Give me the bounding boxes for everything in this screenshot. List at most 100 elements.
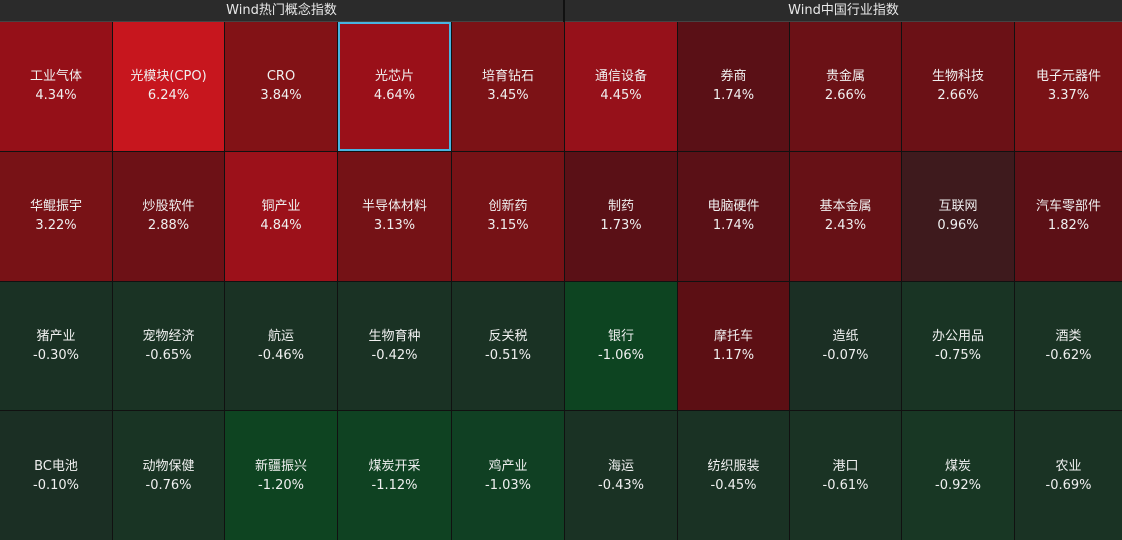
- tile-name: 工业气体: [29, 69, 82, 85]
- heatmap-tile[interactable]: 铜产业 4.84%: [225, 151, 337, 281]
- tile-change: -0.46%: [258, 347, 304, 363]
- tile-change: -0.61%: [822, 477, 869, 493]
- tile-change: -1.03%: [485, 477, 531, 493]
- heatmap-tile[interactable]: 贵金属 2.66%: [790, 22, 901, 151]
- heatmap-tile[interactable]: 光模块(CPO) 6.24%: [113, 22, 224, 151]
- heatmap-tile[interactable]: 纺织服装 -0.45%: [678, 411, 789, 540]
- tile-change: -0.07%: [822, 347, 869, 363]
- heatmap-tile[interactable]: 华鲲振宇 3.22%: [0, 151, 112, 281]
- heatmap-tile[interactable]: 反关税 -0.51%: [452, 281, 564, 411]
- tile-name: 电子元器件: [1035, 69, 1101, 85]
- tile-change: -0.69%: [1045, 477, 1092, 493]
- heatmap-tile[interactable]: 电子元器件 3.37%: [1015, 22, 1122, 151]
- concept-index-panel: Wind热门概念指数 工业气体 4.34% 光模块(CPO) 6.24% CRO 3.84…: [0, 0, 564, 540]
- tile-change: 4.84%: [260, 218, 302, 234]
- tile-name: 铜产业: [261, 199, 301, 215]
- heatmap-tile[interactable]: 办公用品 -0.75%: [902, 281, 1014, 411]
- tile-change: 3.22%: [35, 218, 77, 234]
- heatmap-tile[interactable]: 券商 1.74%: [678, 22, 789, 151]
- industry-index-panel: Wind中国行业指数 通信设备 4.45% 券商 1.74% 贵金属 2.66% 生物科技 2…: [565, 0, 1122, 540]
- tile-name: 农业: [1055, 458, 1082, 474]
- tile-name: 生物科技: [931, 69, 984, 85]
- industry-index-grid: 通信设备 4.45% 券商 1.74% 贵金属 2.66% 生物科技 2.66% 电子元器件 3.…: [565, 22, 1122, 540]
- tile-change: 3.15%: [487, 218, 529, 234]
- heatmap-tile[interactable]: 培育钻石 3.45%: [452, 22, 564, 151]
- tile-change: 1.73%: [600, 218, 642, 234]
- tile-change: -0.62%: [1045, 347, 1092, 363]
- tile-change: 4.34%: [35, 88, 77, 104]
- panel-title: Wind热门概念指数: [0, 0, 563, 22]
- heatmap-tile[interactable]: 互联网 0.96%: [902, 151, 1014, 281]
- tile-name: 培育钻石: [481, 69, 534, 85]
- tile-change: -0.30%: [33, 347, 79, 363]
- heatmap-tile[interactable]: 半导体材料 3.13%: [338, 151, 451, 281]
- tile-change: 6.24%: [147, 88, 190, 104]
- heatmap-tile[interactable]: 汽车零部件 1.82%: [1015, 151, 1122, 281]
- tile-change: -0.10%: [33, 477, 79, 493]
- heatmap-tile[interactable]: 光芯片 4.64%: [338, 22, 451, 151]
- heatmap-tile[interactable]: 通信设备 4.45%: [565, 22, 677, 151]
- tile-name: 汽车零部件: [1035, 199, 1101, 215]
- heatmap-tile[interactable]: BC电池 -0.10%: [0, 411, 112, 540]
- heatmap-tile[interactable]: 银行 -1.06%: [565, 281, 677, 411]
- tile-change: 4.45%: [600, 88, 642, 104]
- tile-change: -0.75%: [935, 347, 981, 363]
- heatmap-tile[interactable]: 煤炭开采 -1.12%: [338, 411, 451, 540]
- heatmap-tile[interactable]: 炒股软件 2.88%: [113, 151, 224, 281]
- heatmap-tile[interactable]: 工业气体 4.34%: [0, 22, 112, 151]
- heatmap-tile[interactable]: 造纸 -0.07%: [790, 281, 901, 411]
- tile-name: 港口: [832, 458, 859, 474]
- heatmap-tile[interactable]: 宠物经济 -0.65%: [113, 281, 224, 411]
- tile-name: 酒类: [1055, 328, 1082, 344]
- heatmap-tile[interactable]: 基本金属 2.43%: [790, 151, 901, 281]
- heatmap-tile[interactable]: 猪产业 -0.30%: [0, 281, 112, 411]
- tile-change: -0.92%: [935, 477, 981, 493]
- heatmap-tile[interactable]: 创新药 3.15%: [452, 151, 564, 281]
- tile-name: 鸡产业: [488, 458, 528, 474]
- panel-title: Wind中国行业指数: [565, 0, 1122, 22]
- heatmap-tile[interactable]: 酒类 -0.62%: [1015, 281, 1122, 411]
- heatmap-tile[interactable]: 动物保健 -0.76%: [113, 411, 224, 540]
- tile-name: 煤炭开采: [368, 458, 421, 474]
- tile-name: CRO: [266, 69, 296, 85]
- tile-name: 基本金属: [819, 199, 872, 215]
- heatmap-tile[interactable]: CRO 3.84%: [225, 22, 337, 151]
- tile-change: 2.88%: [147, 218, 190, 234]
- heatmap-tile[interactable]: 港口 -0.61%: [790, 411, 901, 540]
- tile-name: 办公用品: [931, 328, 984, 344]
- heatmap-tile[interactable]: 农业 -0.69%: [1015, 411, 1122, 540]
- heatmap-tile[interactable]: 生物科技 2.66%: [902, 22, 1014, 151]
- tile-name: 半导体材料: [361, 199, 427, 215]
- heatmap-tile[interactable]: 生物育种 -0.42%: [338, 281, 451, 411]
- tile-change: -0.51%: [485, 347, 531, 363]
- tile-name: 银行: [607, 328, 634, 344]
- heatmap-tile[interactable]: 电脑硬件 1.74%: [678, 151, 789, 281]
- tile-name: 动物保健: [142, 458, 195, 474]
- tile-change: 3.84%: [260, 88, 302, 104]
- heatmap-tile[interactable]: 摩托车 1.17%: [678, 281, 789, 411]
- tile-name: BC电池: [34, 458, 78, 474]
- tile-change: -0.45%: [710, 477, 757, 493]
- tile-name: 电脑硬件: [707, 199, 760, 215]
- tile-name: 创新药: [488, 199, 528, 215]
- heatmap-tile[interactable]: 海运 -0.43%: [565, 411, 677, 540]
- tile-name: 航运: [267, 328, 294, 344]
- tile-name: 炒股软件: [142, 199, 195, 215]
- heatmap-tile[interactable]: 鸡产业 -1.03%: [452, 411, 564, 540]
- tile-change: 1.17%: [712, 347, 755, 363]
- heatmap-tile[interactable]: 煤炭 -0.92%: [902, 411, 1014, 540]
- tile-change: 1.74%: [712, 218, 755, 234]
- tile-change: 0.96%: [937, 218, 979, 234]
- tile-change: 1.74%: [712, 88, 755, 104]
- tile-name: 制药: [607, 199, 634, 215]
- tile-name: 贵金属: [825, 69, 865, 85]
- tile-change: 2.66%: [937, 88, 979, 104]
- heatmap-tile[interactable]: 新疆振兴 -1.20%: [225, 411, 337, 540]
- heatmap-tile[interactable]: 制药 1.73%: [565, 151, 677, 281]
- tile-change: -0.65%: [145, 347, 192, 363]
- concept-index-grid: 工业气体 4.34% 光模块(CPO) 6.24% CRO 3.84% 光芯片 4.64% 培育…: [0, 22, 564, 540]
- tile-name: 生物育种: [368, 328, 421, 344]
- tile-change: 2.66%: [824, 88, 867, 104]
- heatmap-tile[interactable]: 航运 -0.46%: [225, 281, 337, 411]
- tile-change: 3.37%: [1047, 88, 1090, 104]
